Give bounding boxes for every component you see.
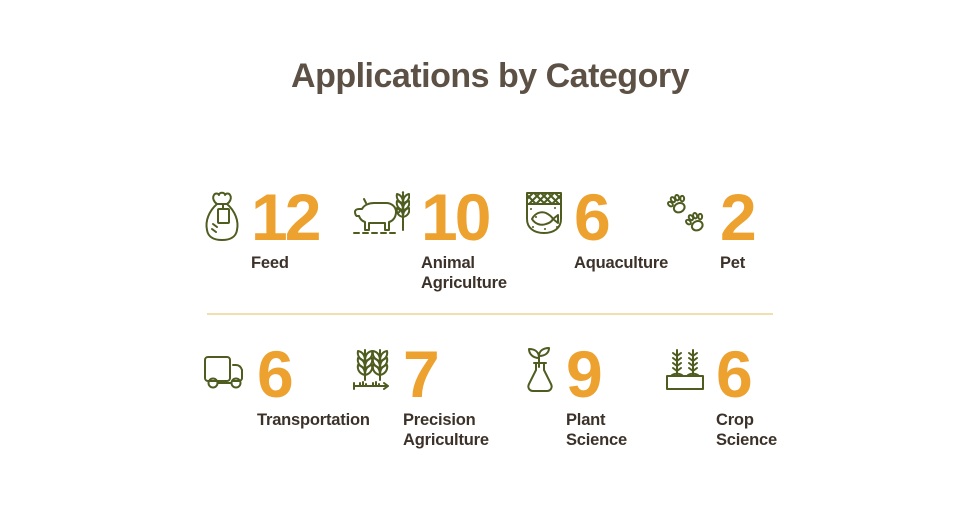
- feed-bag-icon: [204, 190, 240, 242]
- delivery-truck-icon: [204, 354, 246, 390]
- stat-transportation: 6 Transportation: [204, 341, 370, 502]
- livestock-wheat-icon: [352, 190, 410, 236]
- stat-plant-science: 9 Plant Science: [525, 337, 665, 502]
- stat-count: 6: [574, 180, 611, 254]
- stat-count: 12: [251, 180, 321, 254]
- precision-agriculture-icon: [352, 347, 392, 393]
- stat-feed: 12 Feed: [204, 180, 352, 345]
- stat-label: Crop Science: [716, 411, 777, 449]
- stat-label: Precision Agriculture: [403, 411, 489, 449]
- stat-count: 7: [403, 337, 440, 411]
- stat-count: 6: [716, 337, 753, 411]
- page-title: Applications by Category: [291, 57, 689, 95]
- wheat-field-icon: [665, 347, 705, 391]
- fish-basket-icon: [525, 190, 563, 236]
- stat-label: Plant Science: [566, 411, 627, 449]
- stat-pet: 2 Pet: [665, 180, 784, 345]
- stat-label: Aquaculture: [574, 254, 669, 272]
- stat-precision-agriculture: 7 Precision Agriculture: [352, 337, 525, 502]
- flask-sprout-icon: [525, 347, 555, 393]
- category-grid: 12 Feed 10 Anim: [204, 180, 784, 502]
- stat-count: 6: [257, 337, 294, 411]
- stat-count: 9: [566, 337, 603, 411]
- row-divider: [207, 313, 773, 315]
- stat-label: Transportation: [257, 411, 370, 429]
- stat-animal-agriculture: 10 Animal Agriculture: [352, 180, 525, 345]
- stat-count: 2: [720, 180, 757, 254]
- stat-aquaculture: 6 Aquaculture: [525, 180, 669, 345]
- stat-count: 10: [421, 180, 491, 254]
- stat-label: Animal Agriculture: [421, 254, 507, 292]
- paw-prints-icon: [665, 190, 709, 236]
- stat-crop-science: 6 Crop Science: [665, 337, 784, 502]
- stat-label: Feed: [251, 254, 289, 272]
- stat-label: Pet: [720, 254, 746, 272]
